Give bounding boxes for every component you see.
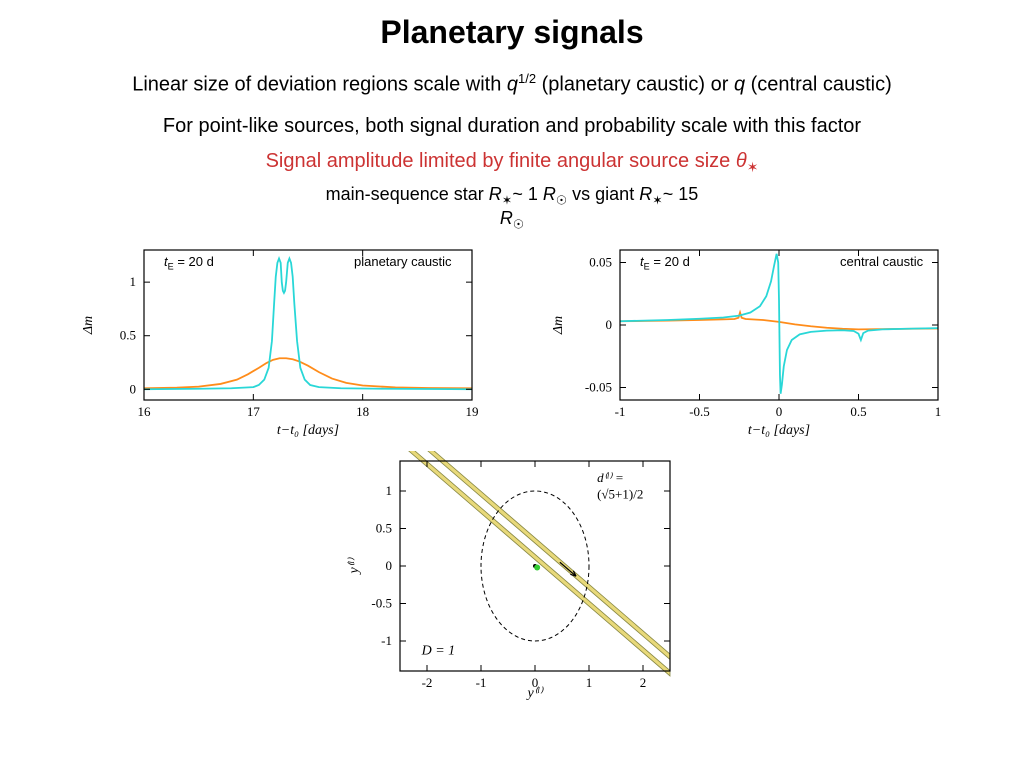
svg-text:0.5: 0.5	[120, 327, 136, 342]
svg-text:-1: -1	[381, 633, 392, 648]
svg-text:0: 0	[386, 558, 393, 573]
chart-central-caustic: -1 -0.5 0 0.5 1 -0.05 0 0.05 t−t₀ [days] Δm tE = …	[540, 238, 950, 443]
text-line-2: For point-like sources, both signal dura…	[0, 115, 1024, 138]
svg-text:y⁽ˡ⁾: y⁽ˡ⁾	[526, 686, 545, 701]
svg-text:(√5+1)/2: (√5+1)/2	[597, 486, 643, 501]
svg-text:17: 17	[247, 404, 260, 419]
chart-planetary-caustic: 16 17 18 19 0 0.5 1 t−t₀ [days] Δm tE = 20 d pla…	[74, 238, 484, 443]
svg-text:-0.5: -0.5	[689, 404, 710, 419]
annot-planetary: planetary caustic	[354, 254, 452, 269]
svg-text:t−t₀ [days]: t−t₀ [days]	[748, 423, 810, 438]
svg-text:d⁽ˡ⁾ =: d⁽ˡ⁾ =	[597, 470, 624, 485]
svg-text:18: 18	[356, 404, 369, 419]
annot-tE-right: tE = 20 d	[640, 254, 690, 272]
svg-text:0.5: 0.5	[376, 520, 392, 535]
svg-text:16: 16	[138, 404, 152, 419]
svg-text:19: 19	[466, 404, 479, 419]
svg-text:0.5: 0.5	[850, 404, 866, 419]
svg-text:-2: -2	[422, 675, 433, 690]
svg-text:-0.05: -0.05	[585, 379, 612, 394]
svg-text:-0.5: -0.5	[371, 595, 392, 610]
svg-text:0: 0	[776, 404, 783, 419]
text-line-3: Signal amplitude limited by finite angul…	[0, 150, 1024, 176]
top-charts-row: 16 17 18 19 0 0.5 1 t−t₀ [days] Δm tE = 20 d pla…	[0, 238, 1024, 443]
svg-text:y⁽ˡ⁾: y⁽ˡ⁾	[347, 557, 362, 576]
svg-text:t−t₀ [days]: t−t₀ [days]	[277, 423, 339, 438]
annot-tE-left: tE = 20 d	[164, 254, 214, 272]
svg-text:1: 1	[130, 274, 137, 289]
svg-text:2: 2	[640, 675, 647, 690]
svg-text:D = 1: D = 1	[421, 643, 456, 658]
annot-central: central caustic	[840, 254, 923, 269]
svg-text:0: 0	[606, 317, 613, 332]
svg-text:1: 1	[935, 404, 942, 419]
svg-text:1: 1	[586, 675, 593, 690]
svg-text:Δm: Δm	[81, 316, 96, 335]
page-title: Planetary signals	[0, 0, 1024, 51]
chart-trajectory: -2-1012-1-0.500.51y⁽ˡ⁾y⁽ˡ⁾D = 1d⁽ˡ⁾ =(√5…	[0, 451, 1024, 706]
svg-text:1: 1	[386, 483, 393, 498]
svg-text:0: 0	[130, 381, 137, 396]
svg-text:Δm: Δm	[551, 316, 566, 335]
text-line-1: Linear size of deviation regions scale w…	[0, 71, 1024, 97]
svg-text:-1: -1	[615, 404, 626, 419]
svg-text:0.05: 0.05	[589, 254, 612, 269]
text-line-4: main-sequence star R✶~ 1 R☉ vs giant R✶~…	[0, 184, 1024, 232]
svg-text:-1: -1	[476, 675, 487, 690]
